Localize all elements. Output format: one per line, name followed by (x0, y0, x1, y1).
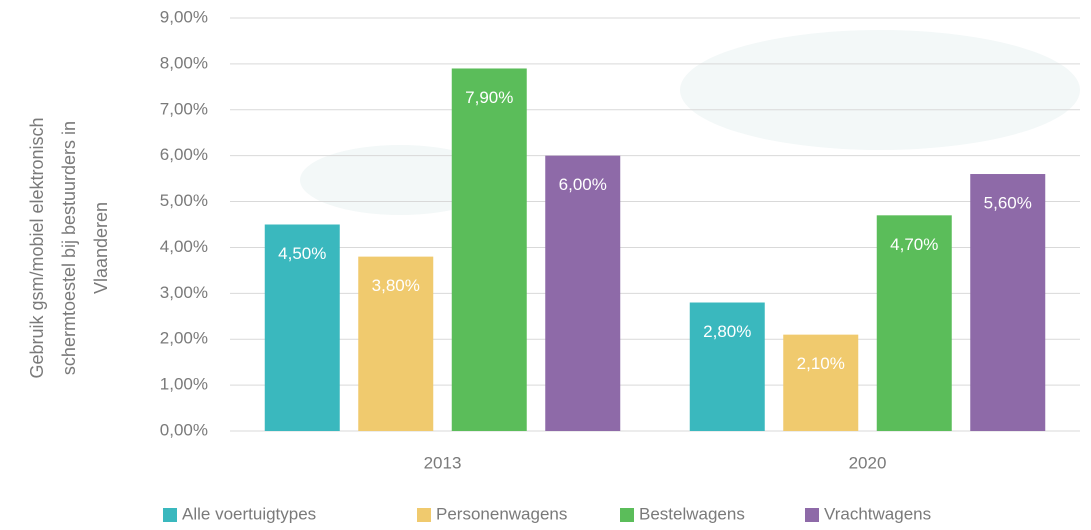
y-axis-title: Gebruik gsm/mobiel elektronisch schermtoe… (27, 117, 111, 378)
bar (783, 335, 858, 431)
y-tick-label: 2,00% (160, 329, 208, 348)
data-label: 3,80% (372, 276, 420, 295)
y-tick-label: 9,00% (160, 7, 208, 26)
y-tick-label: 3,00% (160, 283, 208, 302)
legend-swatch (163, 508, 177, 522)
bar (545, 156, 620, 431)
y-axis-title-line: Gebruik gsm/mobiel elektronisch (27, 117, 47, 378)
y-tick-label: 0,00% (160, 420, 208, 439)
background-cloud (680, 30, 1080, 150)
y-tick-label: 6,00% (160, 145, 208, 164)
x-tick-label: 2013 (424, 453, 462, 472)
data-label: 2,80% (703, 322, 751, 341)
y-axis-title-line: Vlaanderen (91, 202, 111, 294)
y-tick-label: 4,00% (160, 237, 208, 256)
data-label: 2,10% (797, 354, 845, 373)
data-label: 7,90% (465, 88, 513, 107)
legend-swatch (417, 508, 431, 522)
bar (970, 174, 1045, 431)
bar (452, 68, 527, 431)
data-label: 6,00% (559, 175, 607, 194)
legend-swatch (620, 508, 634, 522)
y-tick-label: 5,00% (160, 191, 208, 210)
data-label: 4,50% (278, 244, 326, 263)
x-tick-label: 2020 (849, 453, 887, 472)
legend-label: Alle voertuigtypes (182, 504, 316, 523)
chart: Gebruik gsm/mobiel elektronisch schermtoe… (0, 0, 1091, 530)
data-label: 5,60% (984, 194, 1032, 213)
y-axis-title-line: schermtoestel bij bestuurders in (59, 121, 79, 375)
legend-swatch (805, 508, 819, 522)
legend-label: Personenwagens (436, 504, 567, 523)
y-tick-label: 1,00% (160, 375, 208, 394)
y-tick-label: 7,00% (160, 99, 208, 118)
data-label: 4,70% (890, 235, 938, 254)
y-tick-label: 8,00% (160, 53, 208, 72)
legend-label: Bestelwagens (639, 504, 745, 523)
legend-label: Vrachtwagens (824, 504, 931, 523)
